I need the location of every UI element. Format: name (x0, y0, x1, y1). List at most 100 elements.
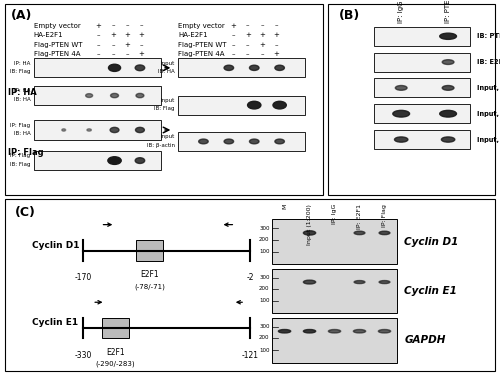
Text: –: – (126, 51, 129, 57)
Text: –: – (274, 23, 278, 29)
Text: IB: Flag: IB: Flag (154, 106, 175, 111)
Text: –: – (260, 51, 264, 57)
Text: IB: E2F1: IB: E2F1 (476, 59, 500, 65)
Text: Flag-PTEN 4A: Flag-PTEN 4A (34, 51, 80, 57)
Text: IP: Flag: IP: Flag (8, 148, 44, 158)
Text: –: – (111, 42, 114, 48)
Ellipse shape (396, 86, 407, 90)
Bar (272, 318, 397, 363)
Text: 100: 100 (259, 348, 270, 352)
Text: IP: IgG: IP: IgG (398, 0, 404, 23)
Text: 300: 300 (259, 226, 270, 231)
Ellipse shape (135, 65, 144, 70)
Text: IP: HA: IP: HA (14, 88, 30, 93)
Ellipse shape (136, 128, 144, 133)
Ellipse shape (198, 139, 208, 144)
Ellipse shape (354, 231, 365, 235)
Bar (136, 240, 163, 261)
Text: -330: -330 (74, 351, 92, 360)
Ellipse shape (379, 231, 390, 235)
Ellipse shape (248, 101, 261, 109)
Text: Input: Input (160, 98, 175, 103)
Text: –: – (97, 32, 100, 38)
Text: –: – (246, 23, 250, 29)
Ellipse shape (304, 330, 316, 333)
Bar (178, 132, 305, 151)
Text: IB: β-actin: IB: β-actin (147, 143, 175, 148)
Text: IP: Flag: IP: Flag (10, 153, 30, 158)
Text: Empty vector: Empty vector (34, 23, 80, 29)
Bar (34, 58, 160, 77)
Bar (34, 120, 160, 140)
Text: 200: 200 (259, 237, 270, 242)
Text: –: – (126, 23, 129, 29)
Bar (34, 86, 160, 105)
Ellipse shape (379, 280, 390, 284)
Text: Input, IB: H3: Input, IB: H3 (476, 136, 500, 142)
Ellipse shape (275, 139, 284, 144)
Text: M: M (282, 204, 287, 209)
Text: –: – (97, 42, 100, 48)
Text: Input, IB: PTEN: Input, IB: PTEN (476, 85, 500, 91)
Text: Input (1:200): Input (1:200) (307, 204, 312, 245)
Text: Input: Input (160, 134, 175, 139)
Text: +: + (138, 32, 144, 38)
Text: –: – (140, 23, 143, 29)
Ellipse shape (304, 280, 316, 284)
Text: IB: HA: IB: HA (14, 131, 30, 136)
Bar (374, 27, 470, 46)
Text: –: – (232, 42, 235, 48)
Bar (102, 318, 128, 339)
Bar (272, 268, 397, 314)
Text: E2F1: E2F1 (106, 348, 124, 357)
Bar (34, 151, 160, 170)
Ellipse shape (224, 139, 234, 144)
Text: (-78/-71): (-78/-71) (134, 283, 165, 290)
Text: Cyclin D1: Cyclin D1 (404, 237, 458, 247)
Ellipse shape (86, 94, 92, 98)
Ellipse shape (250, 65, 259, 70)
Text: IP: HA: IP: HA (8, 88, 37, 97)
Ellipse shape (442, 86, 454, 90)
Text: Empty vector: Empty vector (178, 23, 225, 29)
Ellipse shape (62, 129, 66, 131)
Bar (374, 104, 470, 123)
Text: Cyclin E1: Cyclin E1 (404, 286, 457, 296)
Text: –: – (111, 23, 114, 29)
Ellipse shape (328, 330, 340, 333)
Ellipse shape (135, 158, 144, 164)
Text: +: + (274, 32, 280, 38)
Text: -121: -121 (242, 351, 258, 360)
Text: Cyclin E1: Cyclin E1 (32, 318, 78, 327)
Ellipse shape (440, 110, 456, 117)
Text: IP: Flag: IP: Flag (382, 204, 387, 227)
Text: IP: HA: IP: HA (14, 60, 30, 66)
Text: +: + (124, 32, 130, 38)
Text: 200: 200 (259, 336, 270, 340)
Text: IP: Flag: IP: Flag (10, 123, 30, 128)
Ellipse shape (87, 129, 92, 131)
Text: (A): (A) (12, 9, 32, 22)
Ellipse shape (442, 137, 455, 142)
Text: Flag-PTEN WT: Flag-PTEN WT (34, 42, 82, 48)
Text: IP: PTEN: IP: PTEN (445, 0, 451, 23)
Text: –: – (260, 23, 264, 29)
Ellipse shape (378, 330, 390, 333)
Text: Cyclin D1: Cyclin D1 (32, 241, 80, 250)
Text: +: + (274, 51, 280, 57)
Text: 100: 100 (259, 249, 270, 254)
Text: +: + (259, 42, 265, 48)
Text: E2F1: E2F1 (140, 270, 159, 279)
Text: (-290/-283): (-290/-283) (96, 361, 135, 368)
Bar (374, 130, 470, 149)
Ellipse shape (108, 157, 121, 164)
Text: IB: Flag: IB: Flag (10, 162, 30, 167)
Ellipse shape (136, 93, 144, 98)
Text: (C): (C) (15, 206, 36, 219)
Text: GAPDH: GAPDH (404, 335, 446, 345)
Ellipse shape (442, 60, 454, 64)
Text: IB: HA: IB: HA (14, 97, 30, 102)
Text: –: – (97, 51, 100, 57)
Bar (374, 53, 470, 72)
Text: IB: HA: IB: HA (158, 69, 175, 74)
